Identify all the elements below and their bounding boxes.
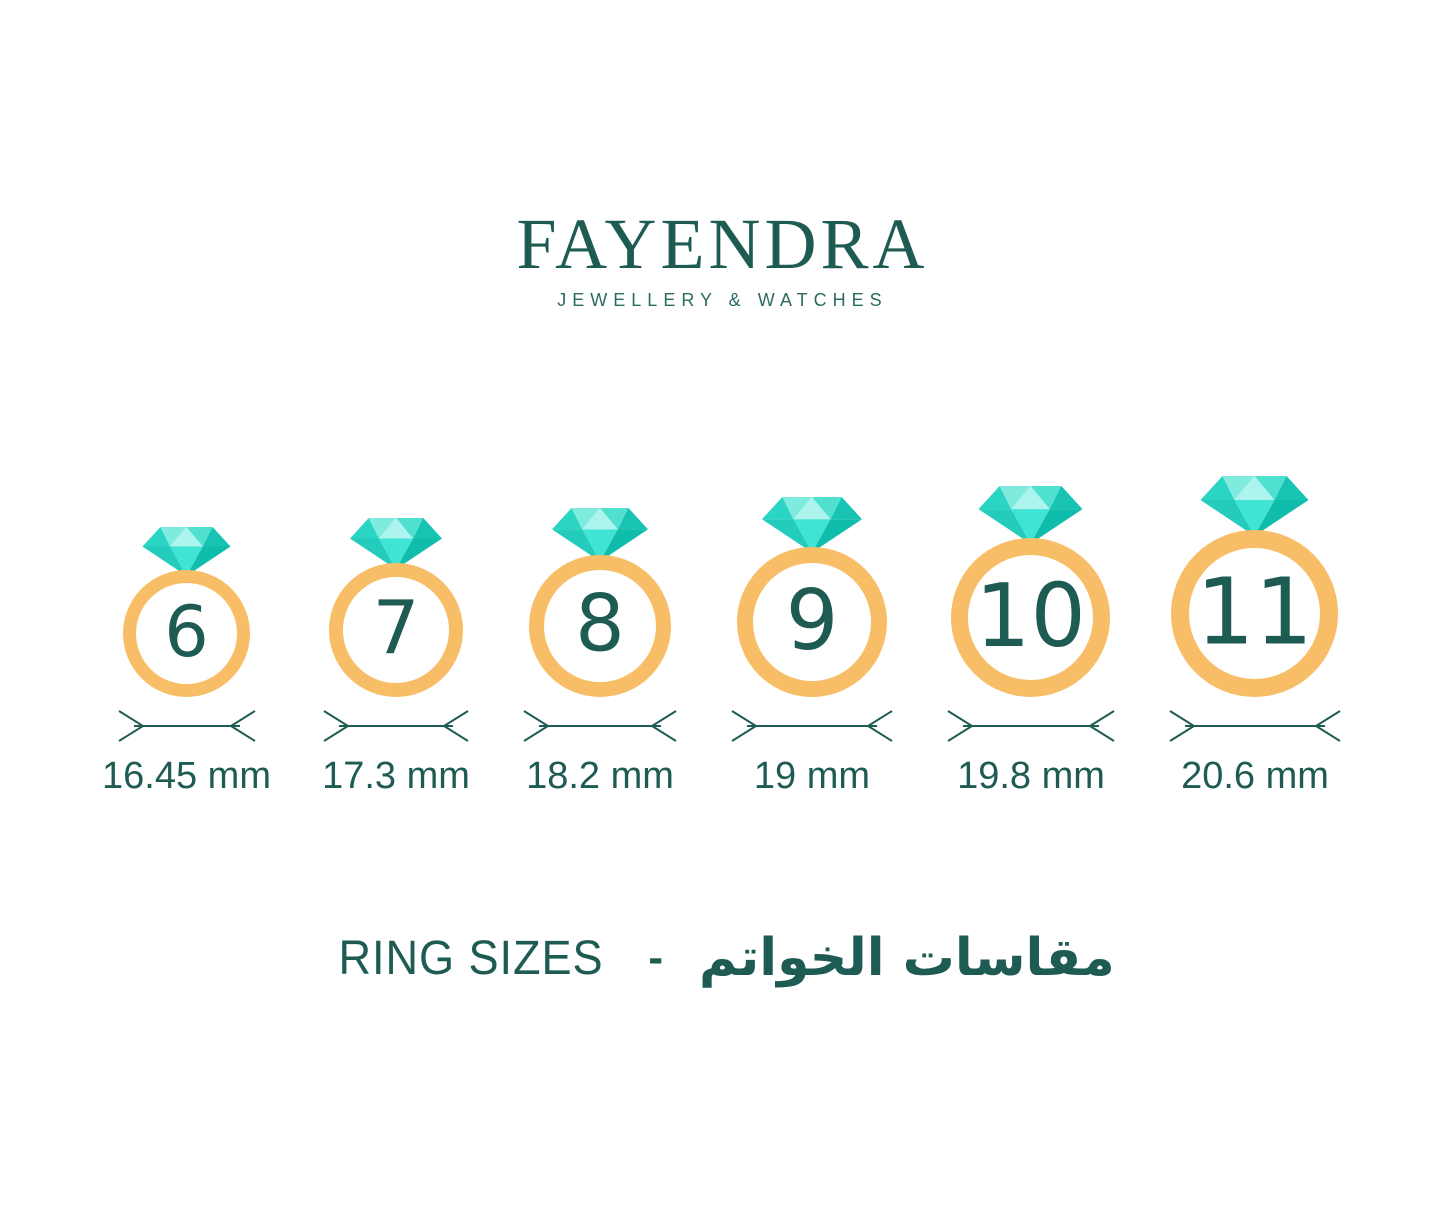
footer-title-separator: - xyxy=(648,933,663,982)
footer-title-english: RING SIZES xyxy=(338,931,604,985)
ring-size-number: 11 xyxy=(1196,558,1313,665)
measure-arrows-icon xyxy=(117,710,256,742)
diamond-icon xyxy=(142,527,231,576)
ring-item-10: 10 19.8 mm xyxy=(945,486,1117,797)
ring-size-number: 10 xyxy=(976,565,1087,667)
brand-tagline: JEWELLERY & WATCHES xyxy=(557,290,888,310)
diameter-measure xyxy=(1167,709,1343,743)
ring-band xyxy=(736,547,887,697)
ring-band xyxy=(528,555,671,697)
ring-item-7: 7 17.3 mm xyxy=(321,518,471,797)
measure-arrows-icon xyxy=(731,710,893,742)
diamond-icon xyxy=(551,508,648,562)
ring-band xyxy=(123,570,250,697)
brand-name: FAYENDRA xyxy=(516,204,929,284)
ring-size-number: 7 xyxy=(372,586,419,672)
ring-band xyxy=(1171,530,1339,697)
ring-item-9: 9 19 mm xyxy=(729,497,895,797)
ring-item-6: 6 16.45 mm xyxy=(102,527,271,797)
ring-graphic: 7 xyxy=(328,518,463,697)
diameter-measure xyxy=(521,709,679,743)
footer-title-arabic: مقاسات الخواتم xyxy=(698,928,1115,988)
diameter-measure xyxy=(321,709,471,743)
ring-size-chart: 6 16.45 mm 7 xyxy=(0,476,1445,797)
diamond-icon xyxy=(978,486,1083,544)
ring-size-number: 8 xyxy=(575,580,625,670)
ring-size-number: 9 xyxy=(786,572,839,669)
diameter-measure xyxy=(945,709,1117,743)
diameter-label: 19.8 mm xyxy=(957,755,1105,797)
measure-arrows-icon xyxy=(947,710,1115,742)
ring-graphic: 11 xyxy=(1171,476,1339,697)
diameter-label: 17.3 mm xyxy=(322,755,470,797)
diameter-measure xyxy=(729,709,895,743)
ring-size-number: 6 xyxy=(164,591,209,673)
ring-graphic: 6 xyxy=(123,527,250,697)
diamond-icon xyxy=(761,497,862,553)
ring-graphic: 10 xyxy=(951,486,1111,697)
diameter-measure xyxy=(116,709,258,743)
ring-item-8: 8 18.2 mm xyxy=(521,508,679,797)
diamond-icon xyxy=(1200,476,1309,536)
diameter-label: 19 mm xyxy=(753,755,871,797)
ring-graphic: 9 xyxy=(736,497,887,697)
measure-arrows-icon xyxy=(1169,710,1341,742)
measure-arrows-icon xyxy=(323,710,469,742)
ring-graphic: 8 xyxy=(528,508,671,697)
diameter-label: 16.45 mm xyxy=(102,755,271,797)
diameter-label: 18.2 mm xyxy=(526,755,674,797)
diameter-label: 20.6 mm xyxy=(1181,755,1329,797)
ring-item-11: 11 20.6 mm xyxy=(1167,476,1343,797)
ring-band xyxy=(328,563,463,697)
ring-band xyxy=(951,538,1111,697)
measure-arrows-icon xyxy=(523,710,677,742)
diamond-icon xyxy=(349,518,442,570)
brand-logo: FAYENDRA JEWELLERY & WATCHES xyxy=(0,208,1445,311)
footer-title: RING SIZES - مقاسات الخواتم xyxy=(0,928,1445,988)
